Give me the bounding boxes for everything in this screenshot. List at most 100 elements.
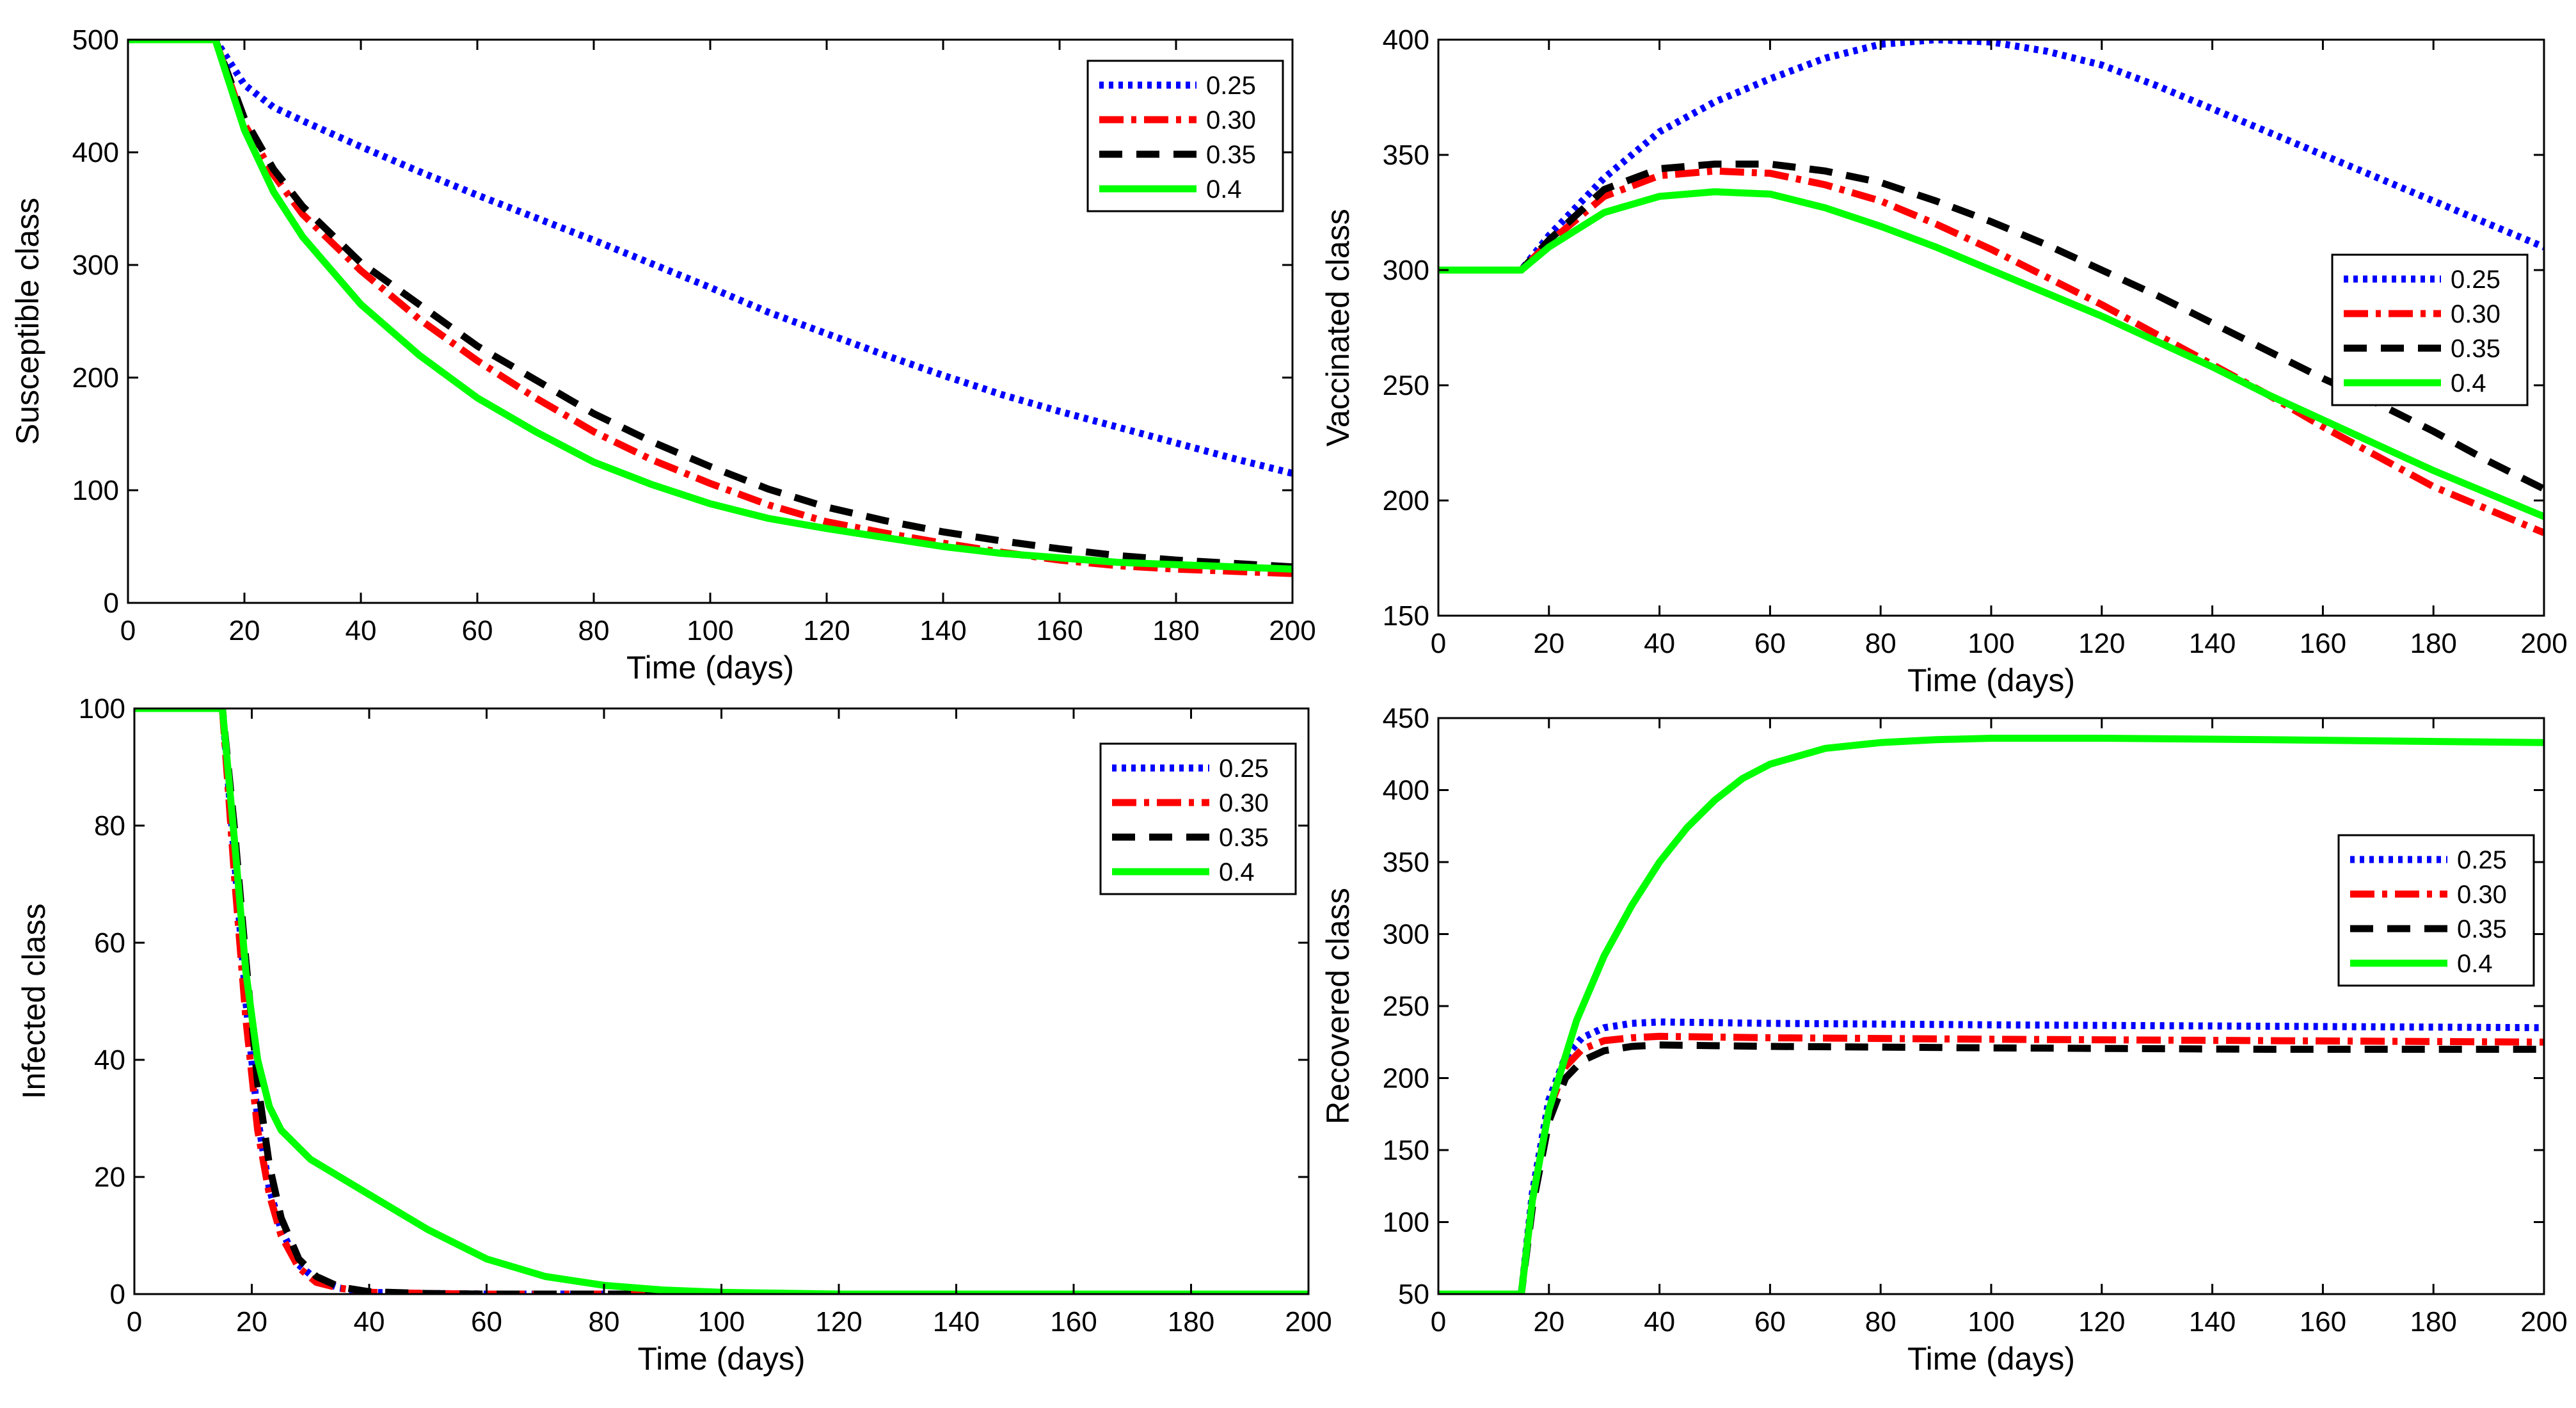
x-tick-label: 180: [2410, 1306, 2456, 1338]
y-tick-label: 50: [1398, 1279, 1429, 1310]
series-line-0.35: [134, 708, 1308, 1294]
y-axis-label: Infected class: [16, 904, 52, 1100]
x-tick-label: 140: [919, 615, 966, 646]
legend-label: 0.25: [1219, 755, 1269, 783]
chart-vaccinated: 0 20 40 60 80 100 120 140 160 180 200 150 200 250 300 3…: [1320, 24, 2568, 698]
series-group: [1438, 735, 2544, 1294]
y-tick-label: 200: [72, 362, 119, 394]
series-line-0.25: [128, 40, 1292, 477]
y-tick-label: 300: [1383, 919, 1429, 950]
x-tick-label: 120: [815, 1306, 862, 1338]
y-tick-label: 400: [1383, 775, 1429, 806]
y-tick-label: 350: [1383, 140, 1429, 171]
x-tick-label: 200: [2520, 628, 2567, 659]
y-tick-label: 250: [1383, 370, 1429, 401]
legend-label: 0.25: [2451, 266, 2500, 294]
x-tick-label: 200: [1285, 1306, 1332, 1338]
x-tick-label: 160: [1050, 1306, 1097, 1338]
x-tick-label: 0: [1431, 628, 1446, 659]
x-tick-label: 120: [2078, 1306, 2125, 1338]
legend-label: 0.4: [1206, 175, 1242, 204]
x-tick-label: 100: [1968, 1306, 2014, 1338]
series-line-0.30: [134, 708, 1308, 1294]
y-tick-label: 100: [1383, 1207, 1429, 1238]
x-tick-label: 60: [471, 1306, 502, 1338]
x-tick-label: 80: [1865, 1306, 1896, 1338]
series-line-0.4: [134, 708, 1308, 1294]
y-tick-label: 500: [72, 24, 119, 56]
x-tick-label: 140: [933, 1306, 980, 1338]
x-tick-label: 0: [127, 1306, 142, 1338]
series-line-0.30: [1438, 167, 2544, 536]
series-line-0.30: [1438, 1032, 2544, 1294]
chart-recovered: 0 20 40 60 80 100 120 140 160 180 200 50 100 150 200 25…: [1320, 703, 2568, 1377]
y-axis-label: Vaccinated class: [1320, 209, 1356, 446]
x-tick-label: 160: [1036, 615, 1083, 646]
legend-label: 0.4: [2457, 950, 2493, 978]
x-tick-label: 60: [462, 615, 493, 646]
x-tick-label: 60: [1754, 628, 1786, 659]
y-tick-label: 400: [72, 137, 119, 168]
legend-label: 0.30: [2451, 300, 2500, 328]
x-tick-label: 140: [2189, 628, 2236, 659]
legend-label: 0.25: [1206, 72, 1256, 100]
x-tick-label: 0: [120, 615, 136, 646]
series-line-0.30: [128, 40, 1292, 577]
series-line-0.4: [128, 40, 1292, 573]
y-tick-label: 100: [79, 693, 125, 724]
y-tick-label: 300: [72, 250, 119, 281]
y-tick-label: 350: [1383, 847, 1429, 878]
x-tick-label: 100: [687, 615, 733, 646]
x-tick-label: 80: [578, 615, 610, 646]
legend: 0.25 0.30 0.35 0.4: [1099, 742, 1297, 895]
x-tick-label: 200: [1269, 615, 1316, 646]
x-tick-label: 140: [2189, 1306, 2236, 1338]
legend-label: 0.25: [2457, 846, 2507, 874]
y-tick-label: 250: [1383, 991, 1429, 1022]
plot-area: [1438, 718, 2544, 1294]
x-tick-label: 40: [354, 1306, 385, 1338]
series-line-0.4: [1438, 735, 2544, 1294]
y-axis-label: Recovered class: [1320, 888, 1356, 1124]
x-tick-label: 200: [2520, 1306, 2567, 1338]
chart-infected: 0 20 40 60 80 100 120 140 160 180 200020406080100T…: [16, 693, 1332, 1377]
y-tick-label: 80: [94, 810, 125, 842]
legend-label: 0.4: [1219, 858, 1255, 886]
y-tick-label: 0: [104, 588, 119, 619]
y-tick-label: 200: [1383, 485, 1429, 516]
y-tick-label: 150: [1383, 600, 1429, 632]
x-tick-label: 160: [2300, 628, 2346, 659]
x-tick-label: 80: [1865, 628, 1896, 659]
legend: 0.25 0.30 0.35 0.4: [1086, 60, 1284, 212]
x-tick-label: 40: [1644, 1306, 1675, 1338]
series-group: [134, 708, 1308, 1294]
x-tick-label: 100: [698, 1306, 745, 1338]
y-tick-label: 450: [1383, 703, 1429, 734]
x-tick-label: 20: [236, 1306, 267, 1338]
x-axis-label: Time (days): [626, 650, 794, 685]
x-tick-label: 0: [1431, 1306, 1446, 1338]
y-tick-label: 20: [94, 1162, 125, 1193]
x-tick-label: 80: [589, 1306, 620, 1338]
series-line-0.4: [1438, 188, 2544, 520]
x-tick-label: 180: [2410, 628, 2456, 659]
y-tick-label: 400: [1383, 24, 1429, 56]
series-line-0.25: [1438, 40, 2544, 274]
x-tick-label: 20: [229, 615, 260, 646]
series-line-0.35: [128, 40, 1292, 571]
y-tick-label: 60: [94, 927, 125, 959]
series-group: [128, 40, 1292, 577]
legend-label: 0.30: [2457, 881, 2507, 909]
legend-label: 0.4: [2451, 369, 2486, 397]
x-tick-label: 40: [346, 615, 377, 646]
x-tick-label: 100: [1968, 628, 2014, 659]
chart-susceptible: 0 20 40 60 80 100 120 140 160 180 200 0 100 200 300 400…: [10, 24, 1316, 685]
x-tick-label: 60: [1754, 1306, 1786, 1338]
x-tick-label: 180: [1152, 615, 1199, 646]
legend: 0.25 0.30 0.35 0.4: [2331, 253, 2529, 406]
legend-label: 0.35: [2451, 335, 2500, 363]
y-tick-label: 0: [110, 1279, 125, 1310]
x-tick-label: 120: [2078, 628, 2125, 659]
legend-label: 0.30: [1206, 106, 1256, 134]
